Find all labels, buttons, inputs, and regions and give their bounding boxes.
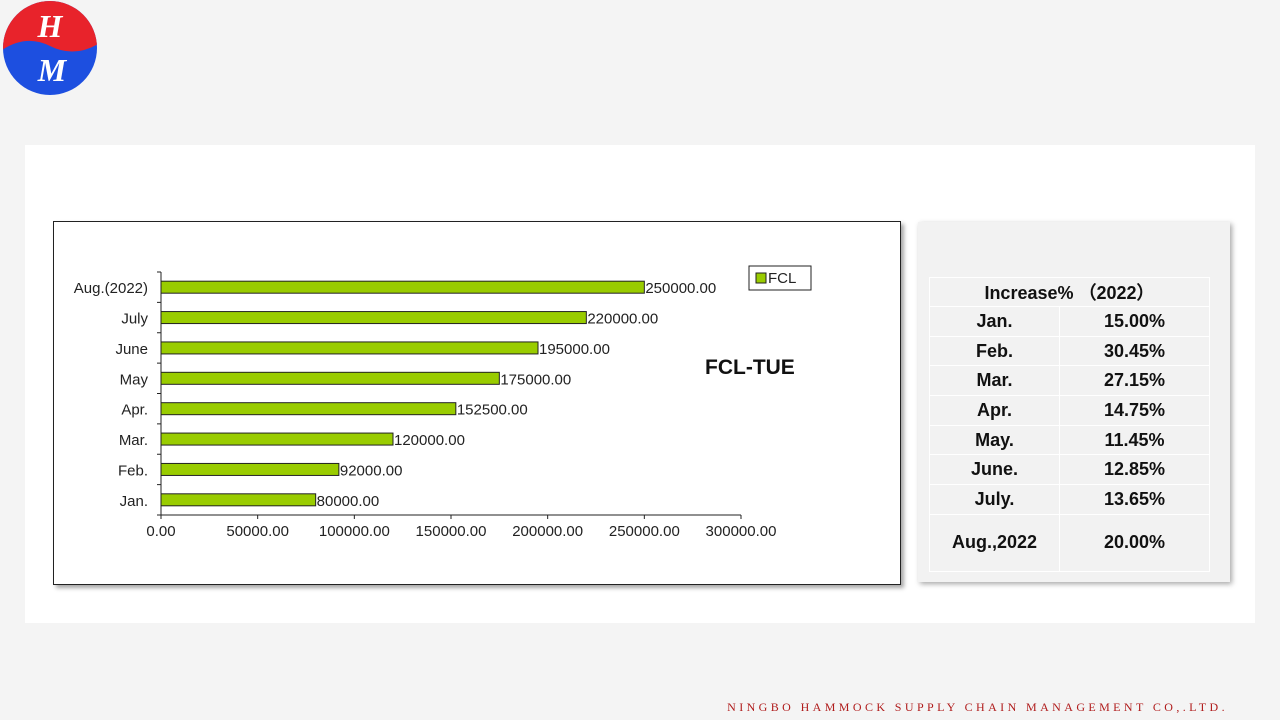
month-cell: June. (929, 454, 1060, 486)
table-row: May. 11.45% (929, 424, 1210, 456)
month-cell: Apr. (929, 395, 1060, 426)
value-cell: 15.00% (1059, 306, 1210, 337)
chart-frame: Jan. Feb. Mar. Apr. May June July Aug.(2022) 0.… (53, 221, 901, 585)
category-label: May (120, 371, 149, 388)
x-tick-label: 100000.00 (319, 523, 390, 540)
increase-table: Increase% （2022） Jan. 15.00% Feb. 30.45% M… (929, 277, 1210, 572)
legend-swatch (755, 272, 767, 284)
category-label: Mar. (119, 432, 148, 449)
category-label: Feb. (118, 462, 148, 479)
table-row: Apr. 14.75% (929, 395, 1210, 426)
data-label: 120000.00 (394, 432, 465, 449)
category-label: July (121, 311, 148, 328)
table-header-row: Increase% （2022） (929, 277, 1210, 307)
value-cell: 27.15% (1059, 365, 1210, 397)
data-label: 220000.00 (587, 311, 658, 328)
table-row: July. 13.65% (929, 484, 1210, 515)
month-cell: Aug.,2022 (929, 513, 1060, 572)
chart-title: FCL-TUE (705, 356, 795, 379)
month-cell: Feb. (929, 335, 1060, 367)
legend-label: FCL (768, 270, 796, 287)
chart-legend: FCL (748, 265, 812, 291)
data-label: 175000.00 (500, 371, 571, 388)
value-cell: 12.85% (1059, 454, 1210, 486)
month-cell: Mar. (929, 365, 1060, 397)
month-cell: May. (929, 424, 1060, 456)
logo-letter-m: M (37, 52, 68, 88)
category-label: Apr. (121, 402, 148, 419)
month-cell: Jan. (929, 306, 1060, 337)
bar-8 (160, 280, 645, 294)
x-tick-label: 200000.00 (512, 523, 583, 540)
logo-letter-h: H (37, 8, 64, 44)
data-label: 152500.00 (457, 402, 528, 419)
bar-chart: Jan. Feb. Mar. Apr. May June July Aug.(2022) 0.… (74, 265, 812, 540)
month-cell: July. (929, 484, 1060, 515)
company-logo: H M (2, 0, 98, 96)
x-tick-label: 0.00 (146, 523, 175, 540)
company-footer: NINGBO HAMMOCK SUPPLY CHAIN MANAGEMENT C… (727, 700, 1228, 714)
table-row: Mar. 27.15% (929, 365, 1210, 397)
bar-3 (160, 432, 394, 446)
value-cell: 11.45% (1059, 424, 1210, 456)
bar-2 (160, 462, 340, 476)
x-tick-label: 150000.00 (416, 523, 487, 540)
x-tick-label: 250000.00 (609, 523, 680, 540)
category-label: June (115, 341, 148, 358)
data-label: 80000.00 (317, 493, 380, 510)
bar-1 (160, 493, 317, 507)
data-label: 250000.00 (645, 280, 716, 297)
increase-table-panel: Increase% （2022） Jan. 15.00% Feb. 30.45% M… (918, 222, 1230, 582)
logo-top-half (3, 1, 97, 52)
category-label: Jan. (120, 493, 148, 510)
x-tick-label: 50000.00 (226, 523, 289, 540)
bar-4 (160, 402, 457, 416)
table-row: Aug.,2022 20.00% (929, 513, 1210, 572)
data-label: 92000.00 (340, 462, 403, 479)
data-label: 195000.00 (539, 341, 610, 358)
category-label: Aug.(2022) (74, 280, 148, 297)
x-tick-label: 300000.00 (706, 523, 777, 540)
bar-7 (160, 311, 587, 325)
bar-6 (160, 341, 539, 355)
bar-5 (160, 371, 500, 385)
value-cell: 20.00% (1059, 513, 1210, 572)
table-row: Jan. 15.00% (929, 306, 1210, 337)
table-row: June. 12.85% (929, 454, 1210, 486)
value-cell: 14.75% (1059, 395, 1210, 426)
value-cell: 30.45% (1059, 335, 1210, 367)
value-cell: 13.65% (1059, 484, 1210, 515)
table-row: Feb. 30.45% (929, 335, 1210, 367)
table-header: Increase% （2022） (929, 277, 1210, 307)
